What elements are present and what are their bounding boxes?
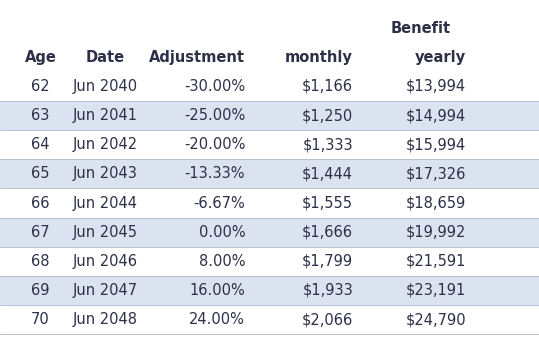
Text: Jun 2040: Jun 2040: [73, 79, 137, 94]
Text: Jun 2043: Jun 2043: [73, 166, 137, 181]
Text: -20.00%: -20.00%: [184, 137, 245, 152]
Text: Jun 2044: Jun 2044: [73, 195, 137, 210]
FancyBboxPatch shape: [0, 276, 539, 305]
Text: $15,994: $15,994: [406, 137, 466, 152]
Text: $13,994: $13,994: [406, 79, 466, 94]
FancyBboxPatch shape: [0, 218, 539, 247]
FancyBboxPatch shape: [0, 101, 539, 130]
Text: $1,444: $1,444: [302, 166, 353, 181]
Text: -13.33%: -13.33%: [185, 166, 245, 181]
Text: 70: 70: [31, 312, 50, 327]
Text: 68: 68: [31, 254, 50, 269]
Text: $21,591: $21,591: [406, 254, 466, 269]
Text: monthly: monthly: [285, 50, 353, 65]
Text: -25.00%: -25.00%: [184, 108, 245, 123]
Text: Adjustment: Adjustment: [149, 50, 245, 65]
Text: Jun 2042: Jun 2042: [73, 137, 137, 152]
Text: $19,992: $19,992: [406, 225, 466, 240]
Text: $1,166: $1,166: [302, 79, 353, 94]
Text: 69: 69: [31, 283, 50, 298]
Text: Jun 2041: Jun 2041: [73, 108, 137, 123]
Text: $1,666: $1,666: [302, 225, 353, 240]
Text: Jun 2045: Jun 2045: [73, 225, 137, 240]
Text: Jun 2048: Jun 2048: [73, 312, 137, 327]
Text: 64: 64: [31, 137, 50, 152]
Text: 0.00%: 0.00%: [198, 225, 245, 240]
Text: 63: 63: [31, 108, 50, 123]
FancyBboxPatch shape: [0, 159, 539, 189]
Text: Age: Age: [24, 50, 57, 65]
Text: -30.00%: -30.00%: [184, 79, 245, 94]
Text: Benefit: Benefit: [390, 21, 451, 36]
Text: Jun 2046: Jun 2046: [73, 254, 137, 269]
Text: 65: 65: [31, 166, 50, 181]
Text: 16.00%: 16.00%: [190, 283, 245, 298]
Text: $1,555: $1,555: [302, 195, 353, 210]
Text: 24.00%: 24.00%: [189, 312, 245, 327]
Text: 62: 62: [31, 79, 50, 94]
Text: 8.00%: 8.00%: [199, 254, 245, 269]
Text: $23,191: $23,191: [406, 283, 466, 298]
Text: $1,250: $1,250: [302, 108, 353, 123]
Text: $2,066: $2,066: [302, 312, 353, 327]
Text: $1,333: $1,333: [302, 137, 353, 152]
Text: $17,326: $17,326: [406, 166, 466, 181]
Text: -6.67%: -6.67%: [194, 195, 245, 210]
Text: $1,799: $1,799: [302, 254, 353, 269]
Text: 66: 66: [31, 195, 50, 210]
Text: $18,659: $18,659: [406, 195, 466, 210]
Text: 67: 67: [31, 225, 50, 240]
Text: Date: Date: [86, 50, 125, 65]
Text: $14,994: $14,994: [406, 108, 466, 123]
Text: Jun 2047: Jun 2047: [73, 283, 137, 298]
Text: $1,933: $1,933: [302, 283, 353, 298]
Text: $24,790: $24,790: [406, 312, 466, 327]
Text: yearly: yearly: [415, 50, 466, 65]
